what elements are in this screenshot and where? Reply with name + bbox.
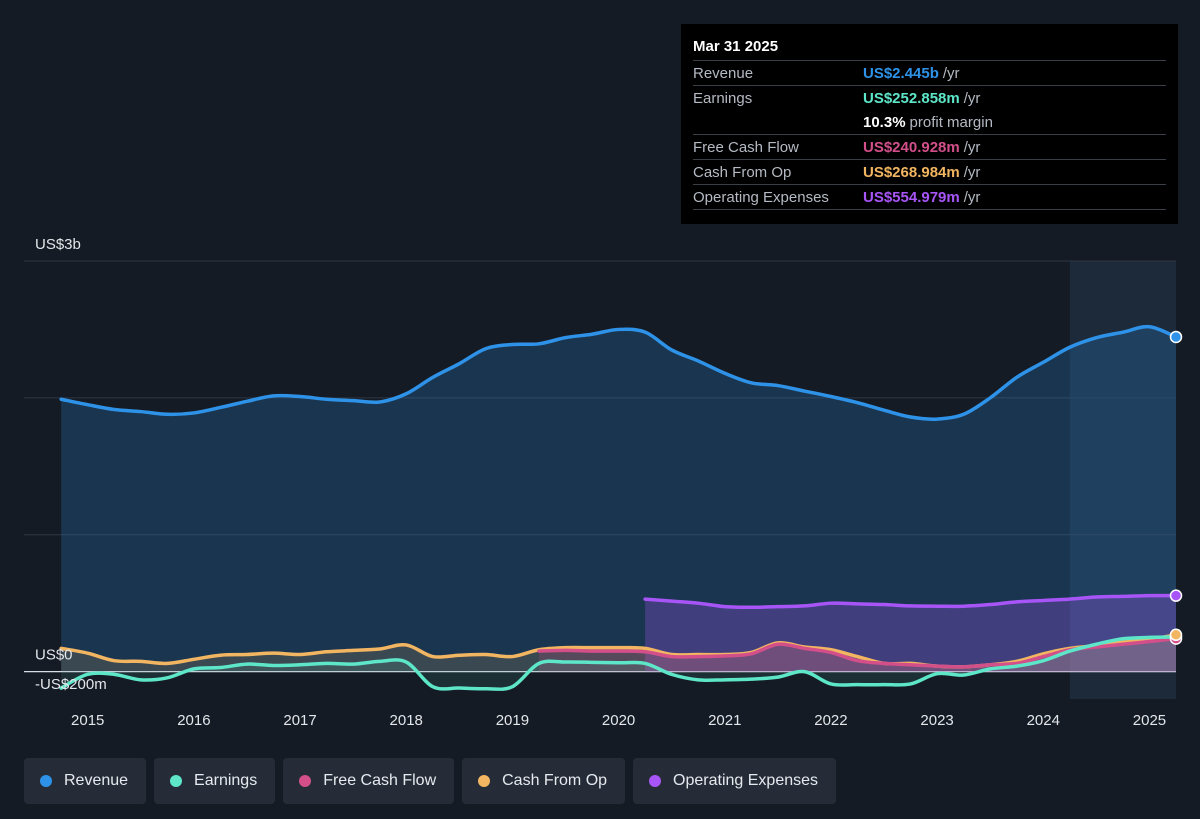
series-line-earnings <box>59 635 1178 691</box>
x-tick-label: 2018 <box>390 712 423 729</box>
tooltip-row: Cash From Op US$268.984m/yr <box>693 159 1166 184</box>
x-tick-label: 2020 <box>602 712 635 729</box>
tooltip-row: Earnings US$252.858m/yr <box>693 85 1166 110</box>
tooltip-unit: /yr <box>942 64 960 82</box>
series-line-operating-expenses <box>643 593 1178 610</box>
legend-dot-icon <box>170 775 183 787</box>
tooltip-label: Free Cash Flow <box>693 138 799 156</box>
legend-label: Free Cash Flow <box>323 772 437 789</box>
tooltip-date: Mar 31 2025 <box>693 38 779 55</box>
tooltip-label: Earnings <box>693 89 753 107</box>
tooltip-value: US$2.445b <box>863 64 939 82</box>
tooltip-label: Cash From Op <box>693 163 792 181</box>
legend-dot-icon <box>299 775 312 787</box>
tooltip-row: Free Cash Flow US$240.928m/yr <box>693 134 1166 159</box>
tooltip-panel: Mar 31 2025 Revenue US$2.445b/yr Earnings U… <box>681 24 1178 224</box>
y-tick-label: US$3b <box>35 236 81 253</box>
legend-item[interactable]: Free Cash Flow <box>283 758 455 804</box>
x-tick-label: 2022 <box>814 712 847 729</box>
legend-item[interactable]: Revenue <box>24 758 147 804</box>
x-tick-label: 2021 <box>708 712 741 729</box>
tooltip-unit: /yr <box>963 163 981 181</box>
tooltip-label: Revenue <box>693 64 754 82</box>
tooltip-unit: /yr <box>963 188 981 206</box>
x-tick-label: 2016 <box>177 712 210 729</box>
x-tick-label: 2019 <box>496 712 529 729</box>
series-end-point <box>1169 330 1183 344</box>
tooltip-unit: profit margin <box>909 113 993 131</box>
x-tick-label: 2017 <box>283 712 316 729</box>
x-tick-label: 2024 <box>1027 712 1060 729</box>
legend-label: Earnings <box>194 772 258 789</box>
legend-dot-icon <box>40 775 52 787</box>
legend-item[interactable]: Operating Expenses <box>633 758 837 804</box>
tooltip-value: US$268.984m <box>863 163 960 181</box>
highlight-band <box>1069 261 1176 699</box>
x-tick-label: 2025 <box>1133 712 1166 729</box>
y-tick-label: -US$200m <box>35 676 107 693</box>
tooltip-row: Operating Expenses US$554.979m/yr <box>693 184 1166 210</box>
tooltip-row: Revenue US$2.445b/yr <box>693 60 1166 85</box>
tooltip-value: 10.3% <box>863 113 906 131</box>
legend-label: Revenue <box>64 772 129 789</box>
series-area-free-cash-flow <box>538 638 1176 672</box>
x-tick-label: 2015 <box>71 712 104 729</box>
series-area-revenue <box>61 326 1177 672</box>
tooltip-unit: /yr <box>963 89 981 107</box>
tooltip-value: US$240.928m <box>863 138 960 156</box>
legend-dot-icon <box>478 775 491 787</box>
legend-dot-icon <box>649 775 662 787</box>
x-tick-label: 2023 <box>920 712 953 729</box>
tooltip-value: US$252.858m <box>863 89 960 107</box>
tooltip-label: Operating Expenses <box>693 188 829 206</box>
series-end-point <box>1169 628 1183 642</box>
tooltip-value: US$554.979m <box>863 188 960 206</box>
legend-label: Cash From Op <box>502 772 608 789</box>
legend-item[interactable]: Earnings <box>154 758 276 804</box>
legend: Revenue Earnings Free Cash Flow Cash From O… <box>24 758 837 804</box>
series-end-point <box>1169 589 1183 602</box>
tooltip-unit: /yr <box>963 138 981 156</box>
tooltip-row: 10.3% profit margin <box>693 110 1166 134</box>
legend-label: Operating Expenses <box>673 772 819 789</box>
series-line-revenue <box>59 324 1178 421</box>
y-tick-label: US$0 <box>35 647 73 664</box>
legend-item[interactable]: Cash From Op <box>462 758 626 804</box>
